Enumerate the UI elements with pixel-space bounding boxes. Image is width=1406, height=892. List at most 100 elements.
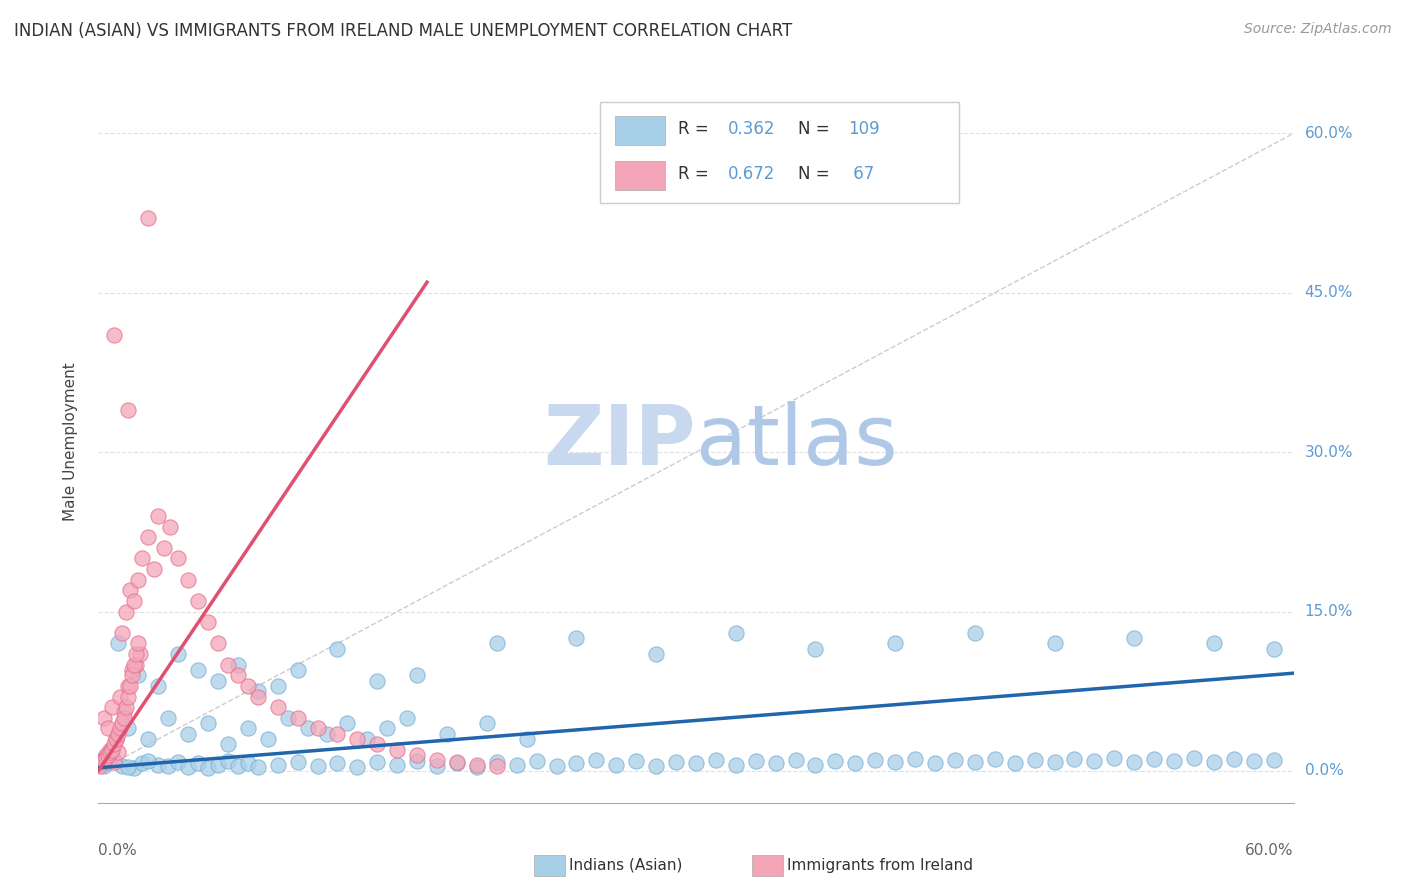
Point xyxy=(724,757,747,772)
Point xyxy=(326,641,349,656)
Point xyxy=(246,684,269,698)
Point xyxy=(375,722,398,736)
Point xyxy=(115,700,138,714)
Point xyxy=(426,753,449,767)
Point xyxy=(685,756,707,771)
Point xyxy=(904,752,927,766)
Text: 60.0%: 60.0% xyxy=(1305,126,1353,141)
Point xyxy=(356,732,378,747)
Text: 0.362: 0.362 xyxy=(728,120,776,138)
Point xyxy=(125,647,148,661)
Point xyxy=(1263,641,1285,656)
Point xyxy=(107,636,129,650)
Point xyxy=(1202,636,1225,650)
Bar xyxy=(614,117,665,145)
Point xyxy=(120,583,142,598)
Point xyxy=(326,727,349,741)
Point xyxy=(1063,752,1085,766)
Point xyxy=(475,716,498,731)
Point xyxy=(516,732,538,747)
Point xyxy=(96,751,118,765)
Point xyxy=(103,753,125,767)
Point xyxy=(157,711,180,725)
Point xyxy=(316,727,339,741)
Point xyxy=(207,673,229,688)
Point xyxy=(963,625,986,640)
Point xyxy=(121,668,143,682)
Point xyxy=(91,756,114,770)
Point xyxy=(984,752,1007,766)
Point xyxy=(336,716,359,731)
Text: Source: ZipAtlas.com: Source: ZipAtlas.com xyxy=(1244,22,1392,37)
Point xyxy=(177,760,200,774)
Point xyxy=(117,690,139,704)
Point xyxy=(665,756,688,770)
Point xyxy=(1182,751,1205,765)
Point xyxy=(167,647,190,661)
Point xyxy=(406,755,429,769)
Point xyxy=(406,747,429,762)
Point xyxy=(143,562,166,576)
Point xyxy=(626,755,648,769)
Point xyxy=(148,757,170,772)
Point xyxy=(136,732,159,747)
Point xyxy=(153,541,176,555)
Y-axis label: Male Unemployment: Male Unemployment xyxy=(63,362,77,521)
Point xyxy=(112,706,135,720)
Point xyxy=(111,716,134,731)
Point xyxy=(121,663,143,677)
Point xyxy=(366,673,388,688)
Point xyxy=(256,732,278,747)
Point xyxy=(120,679,142,693)
Point xyxy=(446,756,468,771)
Point xyxy=(526,755,548,769)
Point xyxy=(396,711,419,725)
Point xyxy=(326,756,349,771)
Point xyxy=(1043,756,1066,770)
Point xyxy=(605,757,627,772)
Point xyxy=(97,747,120,762)
Point xyxy=(112,711,135,725)
Text: 15.0%: 15.0% xyxy=(1305,604,1353,619)
FancyBboxPatch shape xyxy=(600,102,959,203)
Point xyxy=(177,727,200,741)
Point xyxy=(785,753,807,767)
Text: 67: 67 xyxy=(848,165,875,183)
Point xyxy=(1083,755,1105,769)
Point xyxy=(93,758,115,772)
Point xyxy=(226,668,249,682)
Point xyxy=(124,657,146,672)
Text: R =: R = xyxy=(678,165,714,183)
Point xyxy=(197,615,219,630)
Point xyxy=(96,747,118,762)
Point xyxy=(446,756,468,770)
Point xyxy=(426,758,449,772)
Point xyxy=(207,636,229,650)
Point xyxy=(107,745,129,759)
Point xyxy=(217,657,239,672)
Point xyxy=(1202,756,1225,770)
Point xyxy=(485,636,508,650)
Point xyxy=(159,519,181,533)
Point xyxy=(110,722,132,736)
Text: R =: R = xyxy=(678,120,714,138)
Point xyxy=(148,679,170,693)
Point xyxy=(131,551,153,566)
Point xyxy=(465,757,488,772)
Point xyxy=(98,742,122,756)
Point xyxy=(287,711,309,725)
Point xyxy=(277,711,299,725)
Point xyxy=(125,657,148,672)
Point xyxy=(111,758,134,772)
Text: 0.0%: 0.0% xyxy=(1305,764,1343,779)
Point xyxy=(1104,751,1126,765)
Point xyxy=(129,647,152,661)
Point xyxy=(804,641,827,656)
Point xyxy=(1143,752,1166,766)
Point xyxy=(287,663,309,677)
Point xyxy=(963,756,986,770)
Text: Indians (Asian): Indians (Asian) xyxy=(569,858,683,872)
Point xyxy=(765,756,787,771)
Point xyxy=(465,760,488,774)
Point xyxy=(93,711,115,725)
